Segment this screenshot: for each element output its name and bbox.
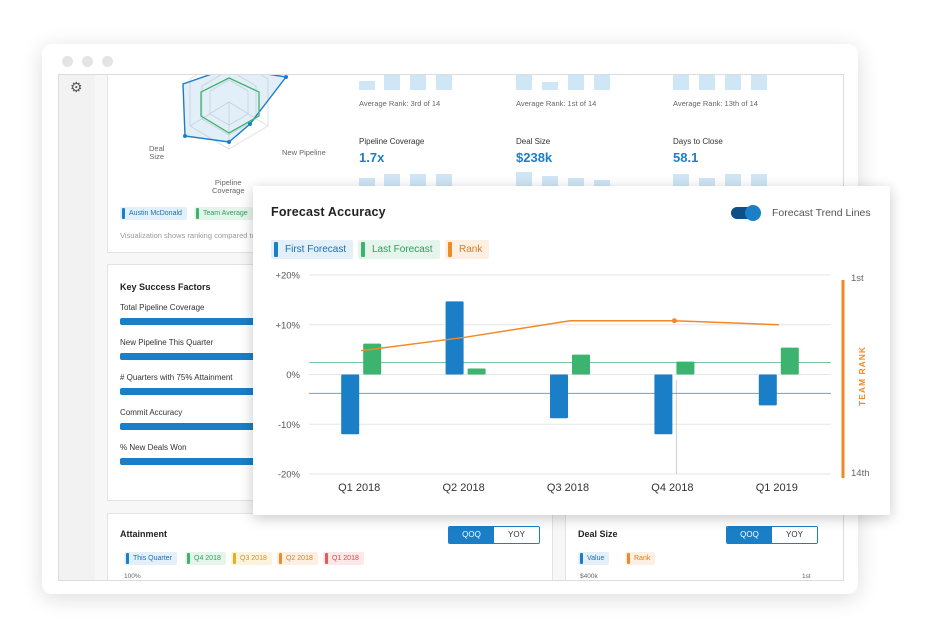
- legend-q4-2018[interactable]: Q4 2018: [185, 552, 226, 565]
- forecast-accuracy-card: Forecast Accuracy Forecast Trend Lines F…: [253, 186, 890, 515]
- radar-label-pipeline-coverage: Pipeline Coverage: [212, 178, 245, 195]
- radar-label-deal-size: Deal Size: [149, 144, 165, 161]
- deal-size-rank-top: 1st: [802, 573, 811, 580]
- bar-first-forecast: [341, 374, 360, 435]
- ksf-bar: [120, 388, 260, 395]
- legend-q2-2018[interactable]: Q2 2018: [277, 552, 318, 565]
- y-tick-label: -10%: [278, 420, 301, 431]
- radar-legend-team-average[interactable]: Team Average: [194, 207, 253, 220]
- x-tick-label: Q3 2018: [547, 482, 589, 494]
- legend-first-forecast[interactable]: First Forecast: [271, 240, 354, 259]
- legend-this-quarter[interactable]: This Quarter: [124, 552, 177, 565]
- card-title: Forecast Accuracy: [271, 205, 386, 219]
- deal-size-period-toggle: QOQ YOY: [726, 526, 818, 544]
- bar-last-forecast: [572, 354, 590, 375]
- x-tick-label: Q4 2018: [651, 482, 693, 494]
- forecast-accuracy-chart: +20% +10% 0% -10% -20% Q1 2018 Q2 2018 Q3 2018 Q…: [275, 271, 870, 495]
- ksf-bar: [120, 318, 260, 325]
- legend-q3-2018[interactable]: Q3 2018: [231, 552, 272, 565]
- right-axis-bottom-label: 14th: [851, 468, 870, 479]
- metric-rank: Average Rank: 1st of 14: [516, 99, 597, 108]
- qoq-button[interactable]: QOQ: [449, 527, 494, 543]
- legend-q1-2018[interactable]: Q1 2018: [323, 552, 364, 565]
- radar-note: Visualization shows ranking compared to …: [120, 231, 260, 240]
- window-dot: [82, 56, 93, 67]
- bar-last-forecast: [676, 361, 695, 375]
- ksf-item-label: New Pipeline This Quarter: [120, 338, 214, 347]
- metric-rank: Average Rank: 3rd of 14: [359, 99, 441, 108]
- right-axis-title: TEAM RANK: [857, 346, 867, 406]
- right-axis-top-label: 1st: [851, 273, 864, 284]
- rank-point: [671, 318, 677, 324]
- qoq-button[interactable]: QOQ: [727, 527, 772, 543]
- metric-label: Days to Close: [673, 137, 723, 146]
- radar-legend-austin[interactable]: Austin McDonald: [120, 207, 187, 220]
- ksf-item-label: % New Deals Won: [120, 443, 187, 452]
- deal-size-title: Deal Size: [578, 529, 618, 539]
- legend-rank[interactable]: Rank: [445, 240, 490, 259]
- metric-value: $238k: [516, 150, 553, 165]
- radar-chart: [182, 75, 288, 150]
- deal-size-panel: Deal Size QOQ YOY Value Rank $400k 1st: [565, 513, 843, 580]
- yoy-button[interactable]: YOY: [772, 527, 817, 543]
- bar-last-forecast: [467, 368, 486, 375]
- window-dot: [62, 56, 73, 67]
- y-tick-label: +10%: [275, 320, 300, 331]
- metric-rank: Average Rank: 13th of 14: [673, 99, 758, 108]
- yoy-button[interactable]: YOY: [494, 527, 539, 543]
- window-dot: [102, 56, 113, 67]
- toggle-label: Forecast Trend Lines: [772, 207, 871, 219]
- metric-value: 1.7x: [359, 150, 385, 165]
- ksf-bar: [120, 353, 260, 360]
- deal-size-axis-top: $400k: [580, 573, 598, 580]
- legend-last-forecast[interactable]: Last Forecast: [358, 240, 440, 259]
- metric-label: Pipeline Coverage: [359, 137, 425, 146]
- ksf-item-label: Total Pipeline Coverage: [120, 303, 205, 312]
- attainment-axis-top: 100%: [124, 573, 141, 580]
- x-tick-label: Q1 2019: [756, 482, 798, 494]
- ksf-item-label: Commit Accuracy: [120, 408, 183, 417]
- metric-label: Deal Size: [516, 137, 551, 146]
- rank-line: [361, 320, 779, 352]
- radar-label-new-pipeline: New Pipeline: [282, 148, 326, 157]
- legend-value[interactable]: Value: [578, 552, 610, 565]
- bar-last-forecast: [780, 347, 799, 375]
- x-tick-label: Q1 2018: [338, 482, 380, 494]
- bar-first-forecast: [550, 374, 568, 419]
- legend-rank[interactable]: Rank: [625, 552, 656, 565]
- bar-first-forecast: [758, 374, 777, 406]
- gear-icon[interactable]: ⚙: [70, 79, 83, 95]
- y-tick-label: +20%: [275, 271, 300, 282]
- x-tick-label: Q2 2018: [442, 482, 484, 494]
- ksf-title: Key Success Factors: [120, 282, 211, 292]
- metric-value: 58.1: [673, 150, 699, 165]
- y-tick-label: -20%: [278, 470, 301, 481]
- ksf-bar: [120, 423, 260, 430]
- forecast-trend-lines-toggle[interactable]: [731, 205, 761, 221]
- left-sidebar: ⚙: [59, 75, 95, 580]
- ksf-bar: [120, 458, 260, 465]
- bar-first-forecast: [654, 374, 673, 435]
- ksf-item-label: # Quarters with 75% Attainment: [120, 373, 233, 382]
- y-tick-label: 0%: [286, 370, 300, 381]
- attainment-panel: Attainment QOQ YOY This Quarter Q4 2018 …: [107, 513, 553, 580]
- bar-last-forecast: [363, 343, 382, 375]
- attainment-period-toggle: QOQ YOY: [448, 526, 540, 544]
- attainment-title: Attainment: [120, 529, 167, 539]
